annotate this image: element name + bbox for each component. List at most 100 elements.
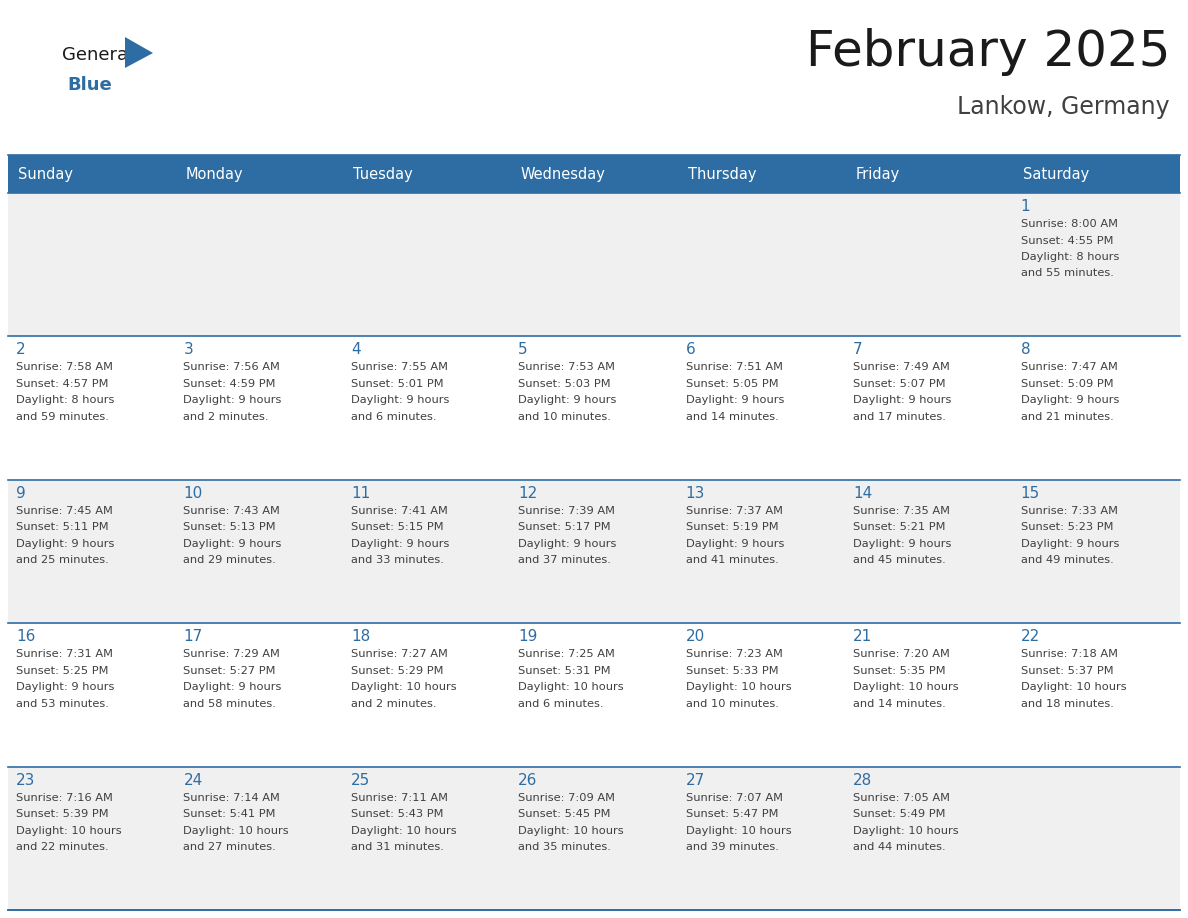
- Text: 25: 25: [350, 773, 371, 788]
- Text: 6: 6: [685, 342, 695, 357]
- Text: Daylight: 9 hours: Daylight: 9 hours: [685, 539, 784, 549]
- Text: Daylight: 10 hours: Daylight: 10 hours: [685, 682, 791, 692]
- Text: and 22 minutes.: and 22 minutes.: [15, 842, 108, 852]
- Text: Sunrise: 7:53 AM: Sunrise: 7:53 AM: [518, 363, 615, 373]
- Text: Daylight: 9 hours: Daylight: 9 hours: [518, 396, 617, 406]
- Text: Sunset: 5:15 PM: Sunset: 5:15 PM: [350, 522, 443, 532]
- Text: 26: 26: [518, 773, 538, 788]
- Bar: [511, 480, 677, 623]
- Text: 4: 4: [350, 342, 360, 357]
- Text: and 37 minutes.: and 37 minutes.: [518, 555, 611, 565]
- Text: Sunrise: 7:05 AM: Sunrise: 7:05 AM: [853, 792, 950, 802]
- Text: Daylight: 9 hours: Daylight: 9 hours: [518, 539, 617, 549]
- Bar: [8, 767, 176, 910]
- Text: and 27 minutes.: and 27 minutes.: [183, 842, 276, 852]
- Bar: [1012, 480, 1180, 623]
- Text: Sunset: 5:35 PM: Sunset: 5:35 PM: [853, 666, 946, 676]
- Text: 14: 14: [853, 486, 872, 501]
- Text: Sunrise: 7:18 AM: Sunrise: 7:18 AM: [1020, 649, 1118, 659]
- Bar: [8, 336, 176, 480]
- Text: Sunrise: 7:41 AM: Sunrise: 7:41 AM: [350, 506, 448, 516]
- Text: Daylight: 10 hours: Daylight: 10 hours: [853, 825, 959, 835]
- Bar: [8, 155, 1180, 193]
- Bar: [343, 336, 511, 480]
- Text: Sunrise: 7:25 AM: Sunrise: 7:25 AM: [518, 649, 615, 659]
- Text: Daylight: 9 hours: Daylight: 9 hours: [183, 682, 282, 692]
- Text: and 49 minutes.: and 49 minutes.: [1020, 555, 1113, 565]
- Bar: [8, 193, 176, 336]
- Text: Sunrise: 7:23 AM: Sunrise: 7:23 AM: [685, 649, 783, 659]
- Bar: [343, 767, 511, 910]
- Bar: [8, 480, 176, 623]
- Text: Sunset: 5:17 PM: Sunset: 5:17 PM: [518, 522, 611, 532]
- Text: Sunrise: 7:11 AM: Sunrise: 7:11 AM: [350, 792, 448, 802]
- Text: and 45 minutes.: and 45 minutes.: [853, 555, 946, 565]
- Text: Sunrise: 7:39 AM: Sunrise: 7:39 AM: [518, 506, 615, 516]
- Bar: [176, 480, 343, 623]
- Text: Sunset: 5:47 PM: Sunset: 5:47 PM: [685, 809, 778, 819]
- Text: Wednesday: Wednesday: [520, 166, 605, 182]
- Text: and 53 minutes.: and 53 minutes.: [15, 699, 109, 709]
- Text: Daylight: 10 hours: Daylight: 10 hours: [350, 825, 456, 835]
- Text: Daylight: 8 hours: Daylight: 8 hours: [1020, 252, 1119, 262]
- Text: 2: 2: [15, 342, 26, 357]
- Text: 28: 28: [853, 773, 872, 788]
- Text: 11: 11: [350, 486, 371, 501]
- Bar: [511, 193, 677, 336]
- Text: Sunrise: 7:35 AM: Sunrise: 7:35 AM: [853, 506, 950, 516]
- Bar: [677, 767, 845, 910]
- Text: 9: 9: [15, 486, 26, 501]
- Text: Daylight: 9 hours: Daylight: 9 hours: [15, 539, 114, 549]
- Bar: [1012, 767, 1180, 910]
- Text: Sunrise: 7:49 AM: Sunrise: 7:49 AM: [853, 363, 950, 373]
- Text: Daylight: 9 hours: Daylight: 9 hours: [685, 396, 784, 406]
- Text: Daylight: 9 hours: Daylight: 9 hours: [1020, 539, 1119, 549]
- Text: Monday: Monday: [185, 166, 244, 182]
- Text: 24: 24: [183, 773, 203, 788]
- Text: Sunset: 5:43 PM: Sunset: 5:43 PM: [350, 809, 443, 819]
- Text: Sunset: 5:01 PM: Sunset: 5:01 PM: [350, 379, 443, 389]
- Text: Friday: Friday: [855, 166, 899, 182]
- Bar: [511, 623, 677, 767]
- Text: 21: 21: [853, 629, 872, 644]
- Text: Thursday: Thursday: [688, 166, 757, 182]
- Bar: [845, 480, 1012, 623]
- Text: Daylight: 9 hours: Daylight: 9 hours: [853, 396, 952, 406]
- Text: Sunrise: 7:43 AM: Sunrise: 7:43 AM: [183, 506, 280, 516]
- Text: Sunrise: 7:47 AM: Sunrise: 7:47 AM: [1020, 363, 1118, 373]
- Text: Daylight: 10 hours: Daylight: 10 hours: [1020, 682, 1126, 692]
- Text: 15: 15: [1020, 486, 1040, 501]
- Text: 27: 27: [685, 773, 704, 788]
- Text: February 2025: February 2025: [805, 28, 1170, 76]
- Text: Daylight: 9 hours: Daylight: 9 hours: [183, 396, 282, 406]
- Text: Sunset: 5:07 PM: Sunset: 5:07 PM: [853, 379, 946, 389]
- Text: Sunset: 5:29 PM: Sunset: 5:29 PM: [350, 666, 443, 676]
- Text: Daylight: 10 hours: Daylight: 10 hours: [518, 825, 624, 835]
- Bar: [677, 623, 845, 767]
- Text: Sunday: Sunday: [18, 166, 72, 182]
- Bar: [845, 623, 1012, 767]
- Text: Sunrise: 7:33 AM: Sunrise: 7:33 AM: [1020, 506, 1118, 516]
- Polygon shape: [125, 37, 153, 68]
- Text: and 14 minutes.: and 14 minutes.: [853, 699, 946, 709]
- Bar: [677, 193, 845, 336]
- Bar: [343, 623, 511, 767]
- Text: Sunrise: 8:00 AM: Sunrise: 8:00 AM: [1020, 219, 1118, 229]
- Text: Sunrise: 7:14 AM: Sunrise: 7:14 AM: [183, 792, 280, 802]
- Text: and 55 minutes.: and 55 minutes.: [1020, 268, 1113, 278]
- Text: and 35 minutes.: and 35 minutes.: [518, 842, 611, 852]
- Text: and 10 minutes.: and 10 minutes.: [685, 699, 778, 709]
- Text: and 18 minutes.: and 18 minutes.: [1020, 699, 1113, 709]
- Text: and 2 minutes.: and 2 minutes.: [350, 699, 436, 709]
- Text: Sunset: 5:11 PM: Sunset: 5:11 PM: [15, 522, 108, 532]
- Text: Daylight: 10 hours: Daylight: 10 hours: [853, 682, 959, 692]
- Bar: [176, 767, 343, 910]
- Text: Daylight: 9 hours: Daylight: 9 hours: [183, 539, 282, 549]
- Text: Sunset: 5:27 PM: Sunset: 5:27 PM: [183, 666, 276, 676]
- Text: 22: 22: [1020, 629, 1040, 644]
- Text: Sunset: 4:57 PM: Sunset: 4:57 PM: [15, 379, 108, 389]
- Text: Daylight: 10 hours: Daylight: 10 hours: [15, 825, 121, 835]
- Text: Sunset: 5:05 PM: Sunset: 5:05 PM: [685, 379, 778, 389]
- Text: Sunset: 5:09 PM: Sunset: 5:09 PM: [1020, 379, 1113, 389]
- Text: Sunset: 5:13 PM: Sunset: 5:13 PM: [183, 522, 276, 532]
